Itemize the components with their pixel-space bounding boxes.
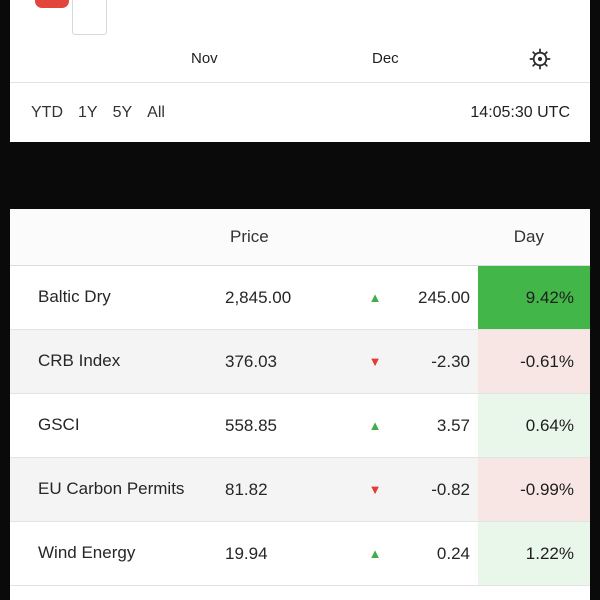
table-row[interactable]: GSCI 558.85 ▲ 3.57 0.64% bbox=[10, 394, 590, 458]
range-all[interactable]: All bbox=[147, 103, 165, 121]
axis-label-dec: Dec bbox=[372, 50, 399, 67]
change-cell: -2.30 bbox=[431, 351, 470, 371]
utc-clock: 14:05:30 UTC bbox=[470, 103, 570, 121]
axis-label-nov: Nov bbox=[191, 50, 218, 67]
price-cell: 81.82 bbox=[225, 479, 268, 499]
divider bbox=[10, 82, 590, 83]
price-cell: 19.94 bbox=[225, 543, 268, 563]
market-table-body: Baltic Dry 2,845.00 ▲ 245.00 9.42% CRB I… bbox=[10, 266, 590, 586]
down-triangle-icon: ▼ bbox=[368, 354, 382, 369]
table-row[interactable]: CRB Index 376.03 ▼ -2.30 -0.61% bbox=[10, 330, 590, 394]
gear-icon bbox=[527, 46, 553, 75]
market-table: Price Day Baltic Dry 2,845.00 ▲ 245.00 9… bbox=[10, 209, 590, 600]
instrument-name: GSCI bbox=[38, 415, 80, 435]
table-row[interactable]: Baltic Dry 2,845.00 ▲ 245.00 9.42% bbox=[10, 266, 590, 330]
day-cell: 9.42% bbox=[478, 266, 590, 329]
change-cell: 245.00 bbox=[418, 287, 470, 307]
range-ytd[interactable]: YTD bbox=[31, 103, 63, 121]
instrument-name: Wind Energy bbox=[38, 543, 136, 563]
table-header-row: Price Day bbox=[10, 209, 590, 266]
range-5y[interactable]: 5Y bbox=[112, 103, 133, 121]
range-1y[interactable]: 1Y bbox=[78, 103, 98, 121]
up-triangle-icon: ▲ bbox=[368, 418, 382, 433]
instrument-name: CRB Index bbox=[38, 351, 121, 371]
change-cell: -0.82 bbox=[431, 479, 470, 499]
up-triangle-icon: ▲ bbox=[368, 546, 382, 561]
price-cell: 558.85 bbox=[225, 415, 277, 435]
header-day: Day bbox=[513, 227, 544, 246]
table-row[interactable]: EU Carbon Permits 81.82 ▼ -0.82 -0.99% bbox=[10, 458, 590, 522]
day-cell: -0.61% bbox=[478, 330, 590, 393]
table-row[interactable]: Wind Energy 19.94 ▲ 0.24 1.22% bbox=[10, 522, 590, 586]
change-cell: 3.57 bbox=[436, 415, 470, 435]
chart-panel: Nov Dec YTD 1Y 5Y bbox=[10, 0, 590, 142]
change-cell: 0.24 bbox=[436, 543, 470, 563]
range-selector: YTD 1Y 5Y All 14:05:30 UTC bbox=[30, 83, 570, 142]
day-cell: -0.99% bbox=[478, 458, 590, 521]
cutoff-control bbox=[72, 0, 107, 35]
red-badge-partial bbox=[35, 0, 69, 8]
price-cell: 376.03 bbox=[225, 351, 277, 371]
price-cell: 2,845.00 bbox=[225, 287, 292, 307]
day-cell: 0.64% bbox=[478, 394, 590, 457]
day-cell: 1.22% bbox=[478, 522, 590, 585]
chart-settings-button[interactable] bbox=[526, 46, 554, 74]
instrument-name: Baltic Dry bbox=[38, 287, 111, 307]
instrument-name: EU Carbon Permits bbox=[38, 479, 185, 499]
down-triangle-icon: ▼ bbox=[368, 482, 382, 497]
up-triangle-icon: ▲ bbox=[368, 290, 382, 305]
header-price: Price bbox=[230, 227, 269, 246]
